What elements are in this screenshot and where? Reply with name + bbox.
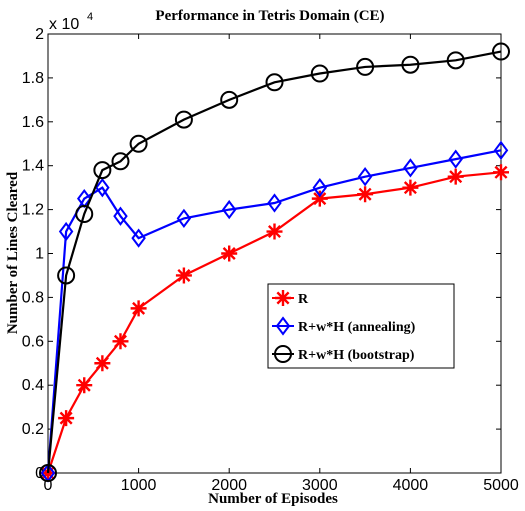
y-tick-label: 1.8 [22,70,44,87]
x-axis-label: Number of Episodes [208,491,338,507]
x-tick-label: 5000 [483,477,519,494]
legend-label: R [298,292,309,307]
data-point [58,221,74,242]
data-point [175,267,192,284]
legend-item: R+w*H (bootstrap) [272,345,415,363]
chart-title: Performance in Tetris Domain (CE) [155,8,384,24]
data-point [93,161,112,180]
data-point [356,57,375,76]
legend-item: R+w*H (annealing) [272,316,416,336]
data-point [492,42,510,61]
data-point [111,152,130,171]
y-multiplier-exponent: 4 [87,11,93,23]
x-tick-label: 4000 [393,477,429,494]
data-point [267,193,282,213]
data-point [446,51,465,70]
legend: R R+w*H (annealing) R+w*H (bootstrap) [267,283,455,369]
legend-marker [275,290,291,306]
data-point [493,140,509,161]
data-point [401,55,420,74]
legend-label: R+w*H (annealing) [298,320,416,335]
data-point [448,149,463,169]
data-point [131,228,146,248]
legend-marker [274,345,292,363]
data-point [95,177,110,198]
x-axis: 0 1000 2000 3000 4000 5000 [44,34,519,494]
y-axis-label: Number of Lines Cleared [5,171,21,334]
y-tick-label: 0.4 [22,377,44,394]
data-point [130,300,147,317]
data-point [312,177,328,198]
data-point [311,190,328,207]
data-point [220,90,239,109]
series-2 [40,140,509,483]
y-tick-label: 1.2 [22,202,44,219]
data-point [39,464,57,482]
y-tick-label: 2 [35,26,44,43]
data-point [76,377,93,394]
series-layer [39,42,510,483]
data-point [493,164,509,181]
data-point [94,355,111,372]
data-point [57,266,76,285]
data-point [447,168,464,185]
x-tick-label: 3000 [302,477,338,494]
series-3 [39,42,510,482]
data-point [112,333,129,350]
y-tick-label: 1 [35,246,44,263]
plot-area [47,33,502,474]
y-multiplier-base: x 10 [49,16,79,33]
data-point [75,204,94,223]
legend-marker [275,316,291,336]
y-tick-label: 0.6 [22,333,44,350]
y-axis-multiplier: x 10 4 [49,11,93,33]
series-line [46,50,502,474]
y-tick-label: 0.8 [22,289,44,306]
series-line [46,149,502,474]
y-tick-label: 1.4 [22,158,44,175]
data-point [310,64,329,83]
data-point [402,179,419,196]
legend-box [267,283,455,369]
legend-item: R [272,290,309,307]
data-point [357,186,374,203]
data-point [357,167,373,187]
data-point [265,73,284,92]
plot-border [47,33,502,474]
y-axis: 00.20.40.60.811.21.41.61.82 [22,26,501,482]
data-point [221,245,238,262]
data-point [221,199,237,220]
x-tick-label: 2000 [211,477,247,494]
data-point [58,410,75,427]
data-point [129,134,148,153]
x-tick-label: 1000 [121,477,157,494]
data-point [266,223,283,240]
data-point [174,110,193,129]
legend-label: R+w*H (bootstrap) [298,348,415,363]
x-tick-label: 0 [44,477,53,494]
data-point [113,206,128,226]
data-point [176,208,192,229]
data-point [403,158,418,178]
y-tick-label: 0.2 [22,421,44,438]
y-tick-label: 1.6 [22,114,44,131]
